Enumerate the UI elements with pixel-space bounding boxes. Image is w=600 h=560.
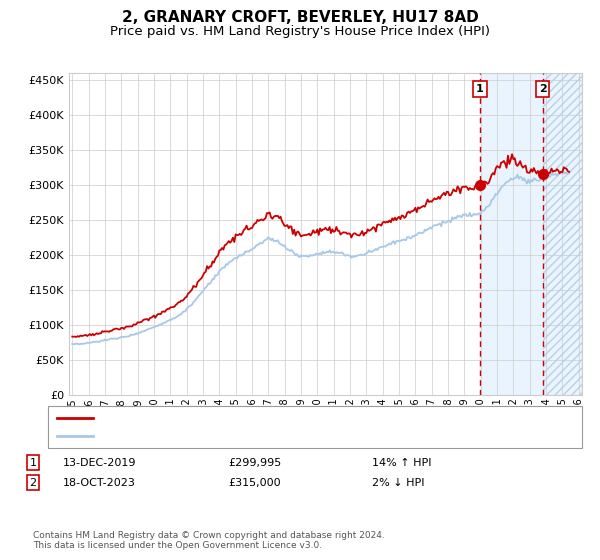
Text: Contains HM Land Registry data © Crown copyright and database right 2024.
This d: Contains HM Land Registry data © Crown c… bbox=[33, 530, 385, 550]
Text: 14% ↑ HPI: 14% ↑ HPI bbox=[372, 458, 431, 468]
Text: 2: 2 bbox=[539, 84, 547, 94]
Bar bbox=[543, 73, 582, 395]
Text: 1: 1 bbox=[476, 84, 484, 94]
Text: 13-DEC-2019: 13-DEC-2019 bbox=[63, 458, 137, 468]
Text: 2, GRANARY CROFT, BEVERLEY, HU17 8AD (detached house): 2, GRANARY CROFT, BEVERLEY, HU17 8AD (de… bbox=[99, 413, 437, 423]
Text: £299,995: £299,995 bbox=[228, 458, 281, 468]
Text: Price paid vs. HM Land Registry's House Price Index (HPI): Price paid vs. HM Land Registry's House … bbox=[110, 25, 490, 38]
Bar bbox=[543, 73, 582, 395]
Text: 1: 1 bbox=[29, 458, 37, 468]
Text: 2% ↓ HPI: 2% ↓ HPI bbox=[372, 478, 425, 488]
Text: 18-OCT-2023: 18-OCT-2023 bbox=[63, 478, 136, 488]
Text: £315,000: £315,000 bbox=[228, 478, 281, 488]
Text: 2, GRANARY CROFT, BEVERLEY, HU17 8AD: 2, GRANARY CROFT, BEVERLEY, HU17 8AD bbox=[122, 10, 478, 25]
Text: HPI: Average price, detached house, East Riding of Yorkshire: HPI: Average price, detached house, East… bbox=[99, 431, 436, 441]
Text: 2: 2 bbox=[29, 478, 37, 488]
Bar bbox=[480, 73, 543, 395]
